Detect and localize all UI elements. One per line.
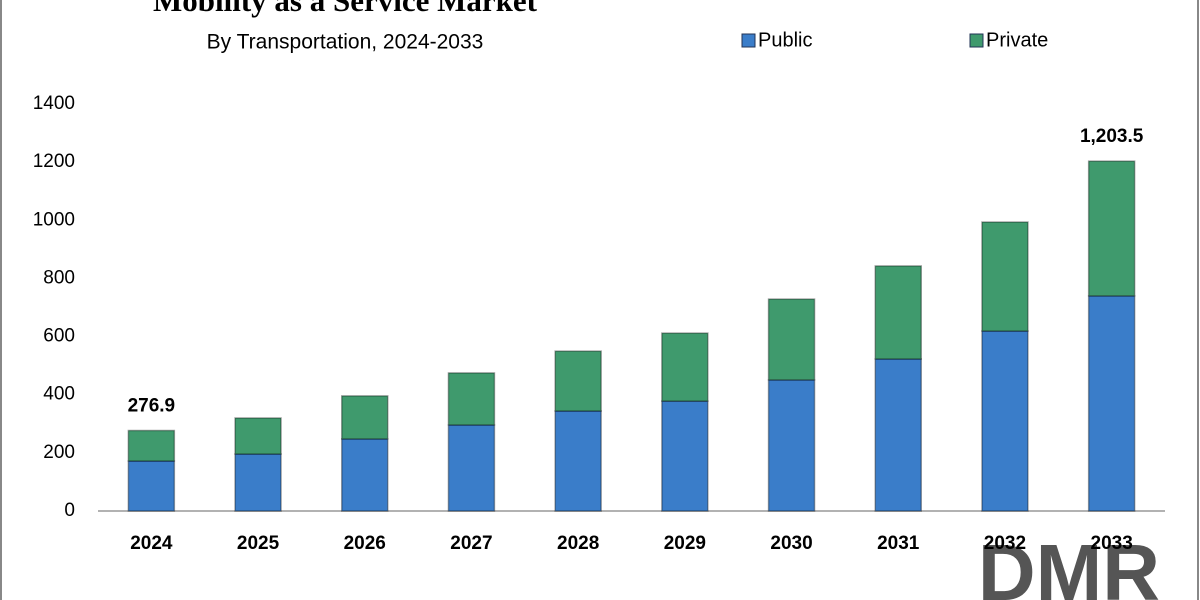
y-tick-label: 0 bbox=[64, 500, 75, 521]
bar-segment bbox=[1087, 295, 1136, 512]
bar-segment bbox=[767, 379, 816, 512]
bar-segment bbox=[661, 400, 709, 512]
legend-swatch bbox=[969, 33, 984, 48]
bar-segment bbox=[981, 221, 1029, 332]
x-tick-label: 2030 bbox=[770, 533, 812, 554]
bar-segment bbox=[127, 460, 176, 512]
y-tick-label: 400 bbox=[43, 384, 75, 405]
chart-subtitle: By Transportation, 2024-2033 bbox=[207, 31, 484, 54]
legend-label: Public bbox=[758, 29, 812, 51]
bar-segment bbox=[661, 332, 709, 402]
y-tick-label: 1000 bbox=[33, 209, 75, 230]
bar-segment bbox=[1087, 160, 1136, 297]
bar-segment bbox=[234, 453, 282, 512]
x-tick-label: 2031 bbox=[877, 533, 920, 554]
bar-segment bbox=[341, 438, 389, 512]
total-label: 276.9 bbox=[128, 396, 176, 417]
bar-segment bbox=[554, 350, 602, 412]
x-tick-label: 2032 bbox=[984, 533, 1026, 554]
y-tick-label: 800 bbox=[43, 267, 75, 288]
y-tick-label: 1400 bbox=[33, 93, 75, 114]
x-tick-label: 2027 bbox=[450, 533, 492, 554]
bar-segment bbox=[767, 298, 816, 381]
legend-swatch bbox=[741, 33, 756, 48]
x-tick-label: 2024 bbox=[130, 533, 173, 554]
y-tick-label: 1200 bbox=[33, 151, 75, 172]
chart-title: Mobility as a Service Market bbox=[153, 0, 538, 18]
bar-segment bbox=[874, 265, 922, 360]
bar-segment bbox=[981, 330, 1029, 512]
x-tick-label: 2028 bbox=[557, 533, 599, 554]
y-tick-label: 200 bbox=[43, 442, 75, 463]
bar-segment bbox=[127, 429, 176, 462]
bar-segment bbox=[341, 395, 389, 440]
bar-segment bbox=[447, 372, 496, 426]
bar-segment bbox=[874, 358, 922, 512]
x-tick-label: 2025 bbox=[237, 533, 280, 554]
total-label: 1,203.5 bbox=[1080, 126, 1144, 147]
bar-segment bbox=[234, 417, 282, 455]
x-tick-label: 2029 bbox=[664, 533, 706, 554]
legend-label: Private bbox=[986, 29, 1048, 51]
x-tick-label: 2033 bbox=[1091, 533, 1133, 554]
logo: DMR bbox=[978, 528, 1160, 600]
bar-segment bbox=[447, 424, 496, 512]
bar-segment bbox=[554, 410, 602, 512]
x-tick-label: 2026 bbox=[344, 533, 386, 554]
y-tick-label: 600 bbox=[43, 326, 75, 347]
